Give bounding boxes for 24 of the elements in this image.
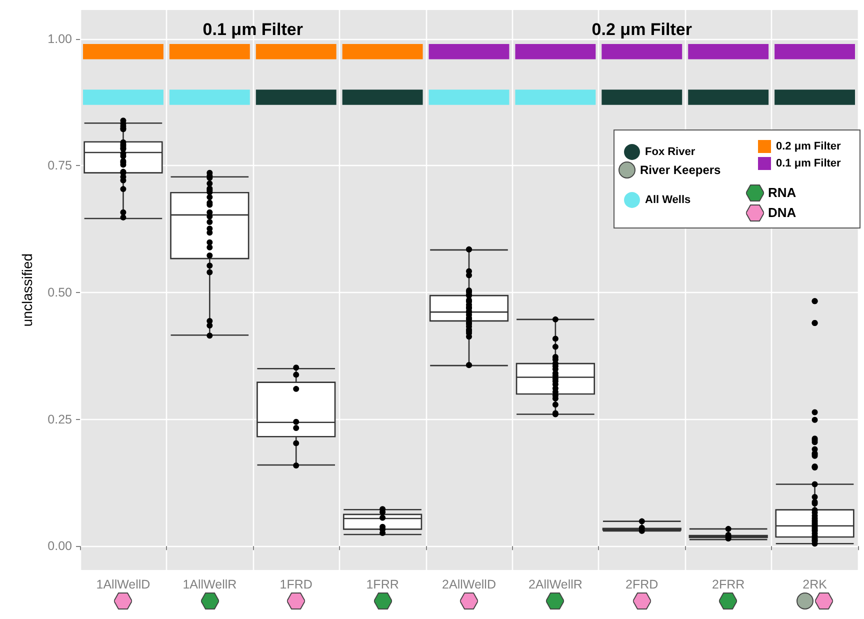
y-tick-label: 0.25 bbox=[48, 412, 72, 426]
x-tick-label: 1AllWellD bbox=[96, 578, 150, 592]
y-tick-label: 0.00 bbox=[48, 539, 72, 554]
x-tick-label: 1FRR bbox=[366, 578, 399, 592]
x-tick-label: 1AllWellR bbox=[182, 578, 237, 592]
legend-label: All Wells bbox=[645, 194, 691, 206]
x-tick-label: 2FRR bbox=[712, 578, 745, 592]
legend-label: 0.2 μm Filter bbox=[776, 140, 842, 152]
legend-label: 0.1 μm Filter bbox=[776, 158, 842, 170]
x-tick-label: 1FRD bbox=[280, 578, 312, 592]
annotation: 0.2 μm Filter bbox=[592, 20, 692, 39]
annotation: RNA bbox=[768, 185, 796, 200]
x-tick-label: 2FRD bbox=[626, 578, 658, 592]
annotation: River Keepers bbox=[640, 162, 721, 177]
y-tick-label: 1.00 bbox=[48, 32, 72, 46]
x-tick-label: 2AllWellR bbox=[528, 578, 582, 592]
legend-label: Fox River bbox=[645, 146, 696, 158]
y-tick-label: 0.75 bbox=[48, 158, 72, 173]
annotation: DNA bbox=[768, 205, 796, 220]
annotation: 0.1 μm Filter bbox=[202, 20, 304, 39]
y-axis-title: unclassified bbox=[19, 253, 35, 327]
y-tick-label: 0.50 bbox=[48, 286, 72, 300]
x-tick-label: 2AllWellD bbox=[442, 578, 496, 592]
x-tick-label: 2RK bbox=[802, 578, 828, 592]
